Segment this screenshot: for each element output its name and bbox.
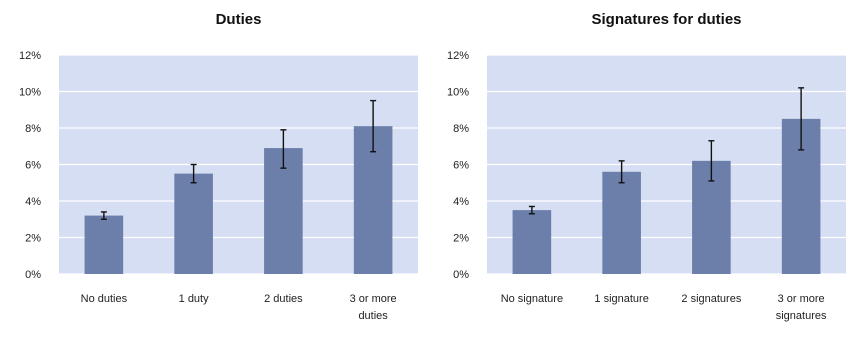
y-tick-label: 2% [25,233,41,245]
x-category-label: 3 or more duties [350,293,397,322]
y-tick-label: 0% [453,269,469,281]
x-category-label-line: 3 or more [350,293,397,305]
x-category-label-line: 2 duties [264,293,303,305]
x-category-label-line: No signature [501,293,563,305]
x-category-label-line: No duties [81,293,128,305]
x-category-label: 2 duties [264,293,303,305]
x-category-label-line: 1 duty [179,293,209,305]
bar [264,148,303,274]
y-tick-label: 0% [25,269,41,281]
y-tick-label: 4% [453,196,469,208]
x-category-label: 2 signatures [681,293,741,305]
x-category-label-line: 2 signatures [681,293,741,305]
x-category-label-line: 3 or more [778,293,825,305]
x-category-label-line: signatures [776,310,827,322]
bar [512,210,552,274]
y-tick-label: 8% [25,123,41,135]
y-tick-label: 12% [19,50,41,62]
bar [174,173,213,274]
y-tick-label: 4% [25,196,41,208]
y-tick-label: 10% [447,87,469,99]
chart-title: Duties [216,11,262,28]
chart-duties: Duties 0% 2% 4% 6% 8% 10% 12% No duties 1 duty 2 d… [19,11,418,322]
x-category-label: No signature [501,293,563,305]
y-tick-label: 6% [453,160,469,172]
chart-title: Signatures for duties [591,11,741,28]
x-category-label: 1 duty [179,293,209,305]
x-category-label: 1 signature [594,293,648,305]
y-tick-label: 12% [447,50,469,62]
y-tick-label: 8% [453,123,469,135]
y-tick-label: 2% [453,233,469,245]
x-category-label: 3 or more signatures [776,293,827,322]
x-category-label: No duties [81,293,128,305]
x-category-label-line: duties [358,310,388,322]
y-tick-label: 10% [19,87,41,99]
bar [602,171,641,274]
y-tick-label: 6% [25,160,41,172]
x-category-label-line: 1 signature [594,293,648,305]
chart-signatures-for-duties: Signatures for duties 0% 2% 4% 6% 8% 10% 12% No … [447,11,846,322]
bar [84,215,124,274]
